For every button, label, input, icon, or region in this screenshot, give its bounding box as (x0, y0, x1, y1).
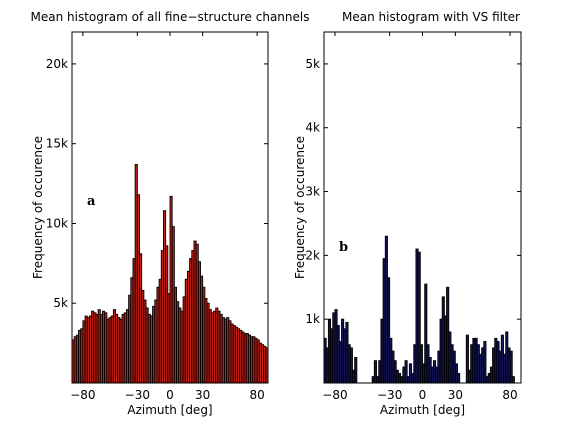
x-tick-label: 0 (166, 388, 174, 402)
y-tick-label: 5k (305, 57, 320, 71)
x-tick-label: −80 (322, 388, 347, 402)
x-tick-label: −30 (125, 388, 150, 402)
panel-label: a (87, 194, 96, 209)
y-tick-label: 20k (46, 57, 68, 71)
right-panel: −80 −30 0 30 80 1k 2k 3k 4k 5k Mean histogram with… (293, 10, 522, 417)
x-tick-label: 30 (195, 388, 210, 402)
y-axis-label: Frequency of occurence (293, 136, 307, 279)
y-tick-label: 1k (305, 312, 320, 326)
x-axis-label: Azimuth [deg] (380, 403, 465, 417)
y-tick-label: 3k (305, 185, 320, 199)
y-axis-label: Frequency of occurence (31, 136, 45, 279)
y-tick-label: 2k (305, 248, 320, 262)
x-tick-label: 80 (249, 388, 264, 402)
x-tick-label: 80 (502, 388, 517, 402)
chart-title: Mean histogram with VS filter (342, 10, 520, 24)
panel-label: b (339, 240, 348, 255)
chart-title: Mean histogram of all fine−structure cha… (31, 10, 310, 24)
bar (457, 372, 461, 384)
y-tick-label: 10k (46, 216, 68, 230)
x-tick-label: 30 (448, 388, 463, 402)
x-tick-label: −30 (377, 388, 402, 402)
bar (511, 376, 515, 384)
x-axis-label: Azimuth [deg] (127, 403, 212, 417)
y-tick-label: 5k (53, 296, 68, 310)
bar (354, 357, 358, 384)
y-tick-label: 4k (305, 121, 320, 135)
x-tick-label: 0 (419, 388, 427, 402)
x-tick-label: −80 (70, 388, 95, 402)
left-panel: −80 −30 0 30 80 5k 10k 15k 20k Mean histogram of … (31, 10, 310, 417)
y-tick-label: 15k (46, 137, 68, 151)
